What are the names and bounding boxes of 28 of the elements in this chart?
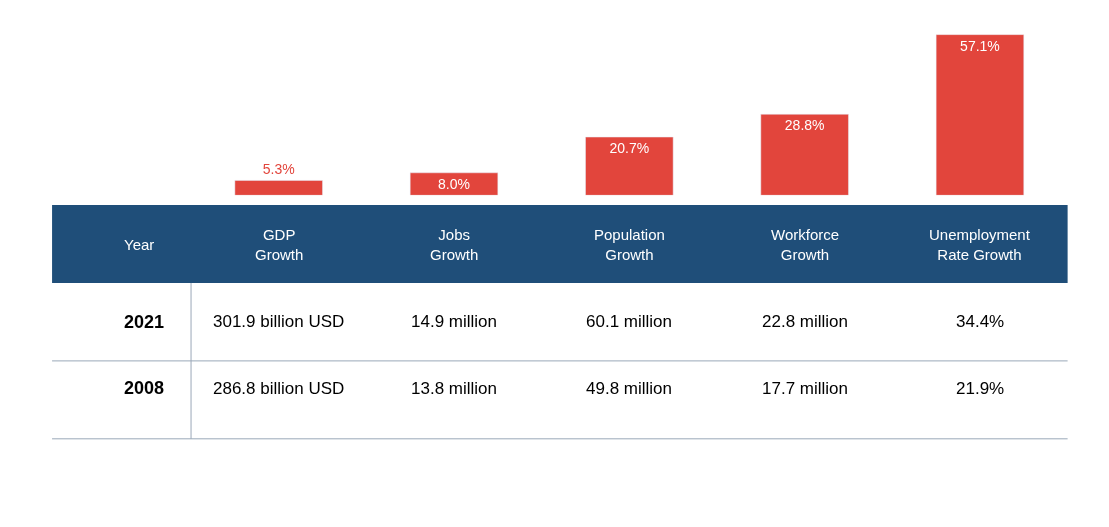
text: 60.1 million bbox=[586, 312, 672, 331]
text: 14.9 million bbox=[411, 312, 497, 331]
text: 2008 bbox=[124, 378, 165, 398]
bar bbox=[234, 180, 323, 196]
text: 22.8 million bbox=[762, 312, 848, 331]
data-label: 5.3% bbox=[262, 161, 295, 178]
x-tick-label: Workforce Growth bbox=[771, 226, 840, 263]
x-tick-label: GDP Growth bbox=[255, 226, 304, 263]
text: 13.8 million bbox=[411, 379, 497, 398]
data-label: 57.1% bbox=[960, 37, 1000, 54]
x-tick-label: Population Growth bbox=[594, 226, 665, 263]
bar bbox=[760, 114, 849, 196]
data-label: 8.0% bbox=[438, 175, 470, 192]
data-label: 28.8% bbox=[784, 117, 825, 134]
data-label: 20.7% bbox=[609, 140, 650, 157]
text: 17.7 million bbox=[762, 379, 848, 398]
text: 301.9 billion USD bbox=[213, 312, 345, 331]
text: 2021 bbox=[124, 312, 165, 332]
x-tick-label: Unemployment Rate Growth bbox=[929, 226, 1031, 263]
text: 286.8 billion USD bbox=[213, 379, 345, 398]
text: 34.4% bbox=[956, 312, 1005, 331]
bar bbox=[935, 34, 1025, 196]
text: 21.9% bbox=[956, 379, 1005, 398]
bar bbox=[585, 136, 674, 196]
bar bbox=[409, 172, 499, 196]
text: 49.8 million bbox=[586, 379, 672, 398]
x-tick-label: Jobs Growth bbox=[430, 226, 479, 263]
text: Year bbox=[124, 236, 155, 253]
